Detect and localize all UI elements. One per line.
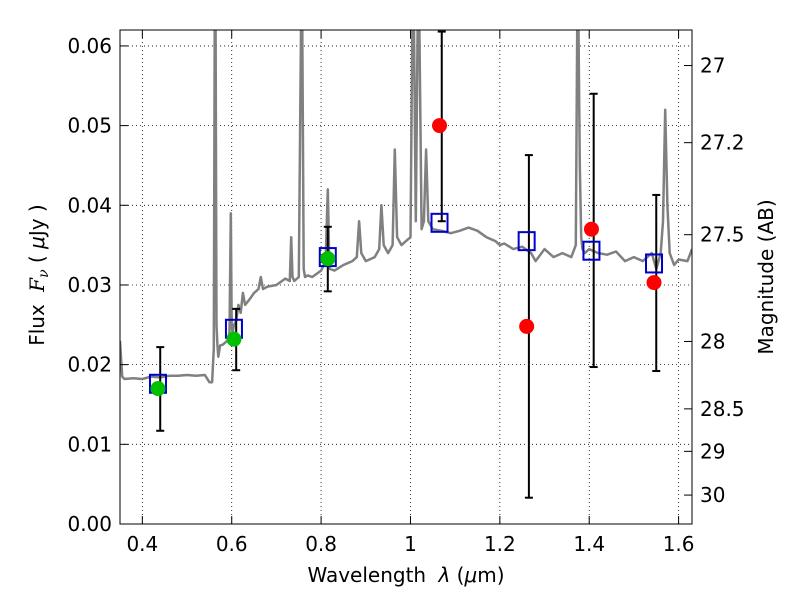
y-tick-label: 0.02: [67, 353, 112, 377]
y2-tick-label: 29: [700, 439, 725, 463]
y2-tick-label: 28.5: [700, 397, 745, 421]
x-tick-label: 1.4: [573, 532, 605, 556]
tick-marks: [120, 30, 692, 525]
spectrum-layer: [120, 30, 692, 384]
y-tick-label: 0.04: [67, 193, 112, 217]
y2-tick-label: 27.5: [700, 223, 745, 247]
model-flux-square: [517, 231, 536, 252]
detection-point: [226, 331, 242, 347]
x-tick-label: 0.4: [126, 532, 158, 556]
model-flux-square: [645, 253, 664, 274]
x-tick-labels: 0.4 0.6 0.8 1 1.2 1.4 1.6: [126, 532, 694, 556]
x-tick-label: 0.6: [216, 532, 248, 556]
y2-tick-label: 30: [700, 483, 725, 507]
upper-limit-point: [583, 221, 599, 237]
y2-tick-label: 27.2: [700, 131, 745, 155]
x-axis-label: Wavelength λ (μm): [307, 563, 504, 587]
model-flux-square: [430, 212, 449, 233]
x-tick-label: 1.6: [663, 532, 695, 556]
upper-limit-point: [519, 318, 535, 334]
markers-layer: [148, 118, 664, 397]
y-tick-label: 0.01: [67, 432, 112, 456]
y-tick-labels: 0.00 0.01 0.02 0.03 0.04 0.05 0.06: [67, 34, 112, 536]
x-tick-label: 1: [404, 532, 417, 556]
grid-lines: [120, 30, 692, 524]
upper-limit-point: [646, 275, 662, 291]
x-tick-label: 0.8: [305, 532, 337, 556]
y2-tick-label: 28: [700, 329, 725, 353]
y2-tick-label: 27: [700, 54, 725, 78]
spectrum-line: [120, 30, 692, 384]
detection-point: [320, 251, 336, 267]
plot-frame: [119, 29, 693, 525]
y2-tick-labels: 27 27.2 27.5 28 28.5 29 30: [700, 54, 745, 508]
y-tick-label: 0.06: [67, 34, 112, 58]
y-tick-label: 0.00: [67, 512, 112, 536]
detection-point: [150, 381, 166, 397]
y-tick-label: 0.03: [67, 273, 112, 297]
model-flux-square: [582, 240, 601, 261]
y2-axis-label: Magnitude (AB): [754, 199, 778, 354]
y-tick-label: 0.05: [67, 114, 112, 138]
upper-limit-point: [432, 118, 448, 134]
y-axis-label: Flux Fν ( μJy ): [25, 204, 52, 346]
x-tick-label: 1.2: [484, 532, 516, 556]
